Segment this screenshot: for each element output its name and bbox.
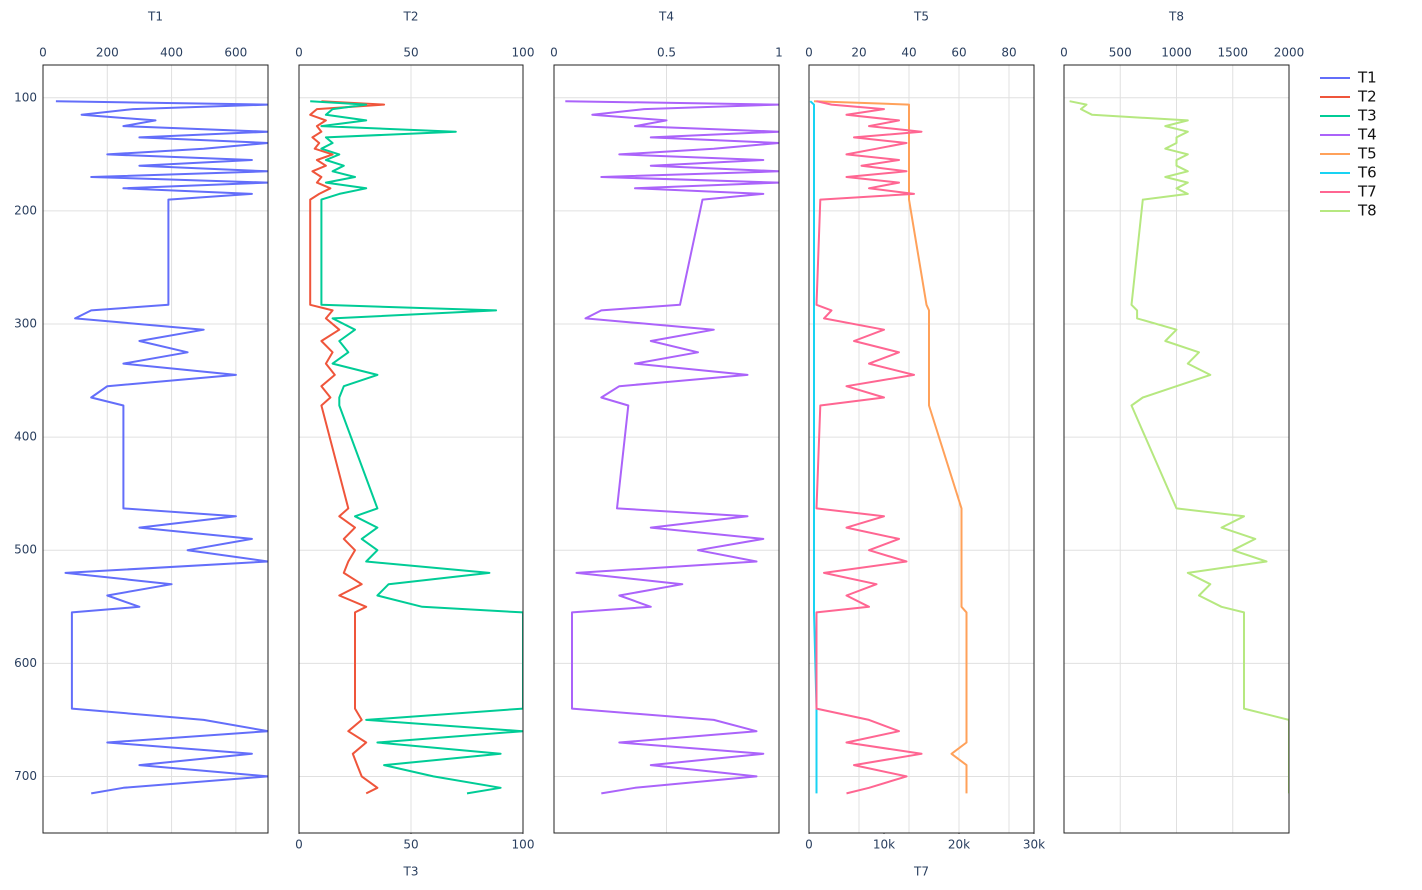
- series-line: [815, 100, 923, 795]
- x2-tick-label: 100: [512, 838, 535, 852]
- panel-title: T5: [913, 10, 929, 24]
- x-tick-label: 1000: [1161, 46, 1192, 60]
- series-line: [55, 100, 268, 795]
- x-tick-label: 600: [224, 46, 247, 60]
- x-tick-label: 50: [403, 46, 418, 60]
- legend-label: T6: [1357, 164, 1377, 182]
- x-tick-label: 40: [901, 46, 916, 60]
- x-tick-label: 2000: [1274, 46, 1305, 60]
- panel-frame: [42, 64, 269, 834]
- x-tick-label: 0: [805, 46, 813, 60]
- y-tick-label: 400: [14, 430, 37, 444]
- panel-title: T1: [147, 10, 163, 24]
- x-tick-label: 0: [550, 46, 558, 60]
- x-tick-label: 0: [295, 46, 303, 60]
- x2-tick-label: 0: [295, 838, 303, 852]
- series-line: [309, 100, 386, 795]
- x2-axis-title: T7: [913, 865, 929, 879]
- x-tick-label: 100: [512, 46, 535, 60]
- y-tick-label: 200: [14, 203, 37, 217]
- x2-tick-label: 0: [805, 838, 813, 852]
- series-line: [310, 100, 523, 795]
- x2-axis-title: T3: [403, 865, 419, 879]
- x-tick-label: 400: [160, 46, 183, 60]
- y-tick-label: 500: [14, 543, 37, 557]
- panel-frame: [1063, 64, 1290, 834]
- x-tick-label: 1: [775, 46, 783, 60]
- series-line: [565, 100, 779, 795]
- y-tick-label: 100: [14, 90, 37, 104]
- x-tick-label: 0: [1060, 46, 1068, 60]
- y-tick-label: 600: [14, 656, 37, 670]
- x-tick-label: 200: [96, 46, 119, 60]
- x-tick-label: 500: [1109, 46, 1132, 60]
- x-tick-label: 80: [1001, 46, 1016, 60]
- x2-tick-label: 20k: [948, 838, 970, 852]
- legend-label: T1: [1357, 69, 1377, 87]
- panel-title: T2: [403, 10, 419, 24]
- legend-label: T8: [1357, 202, 1377, 220]
- panel-frame: [298, 64, 524, 834]
- x-tick-label: 0: [39, 46, 47, 60]
- y-tick-label: 700: [14, 769, 37, 783]
- series-line: [1069, 100, 1289, 794]
- x-tick-label: 0.5: [657, 46, 676, 60]
- x2-tick-label: 10k: [873, 838, 895, 852]
- legend-label: T2: [1357, 88, 1377, 106]
- panel-title: T8: [1168, 10, 1184, 24]
- x-tick-label: 60: [951, 46, 966, 60]
- x2-tick-label: 30k: [1023, 838, 1045, 852]
- x-tick-label: 20: [851, 46, 866, 60]
- legend-label: T5: [1357, 145, 1377, 163]
- legend-label: T7: [1357, 183, 1377, 201]
- x-tick-label: 1500: [1217, 46, 1248, 60]
- x2-tick-label: 50: [403, 838, 418, 852]
- panel-title: T4: [658, 10, 674, 24]
- legend-label: T3: [1357, 107, 1377, 125]
- panel-frame: [808, 64, 1035, 834]
- panel-frame: [553, 64, 780, 834]
- y-tick-label: 300: [14, 317, 37, 331]
- legend-label: T4: [1357, 126, 1377, 144]
- series-line: [813, 100, 968, 794]
